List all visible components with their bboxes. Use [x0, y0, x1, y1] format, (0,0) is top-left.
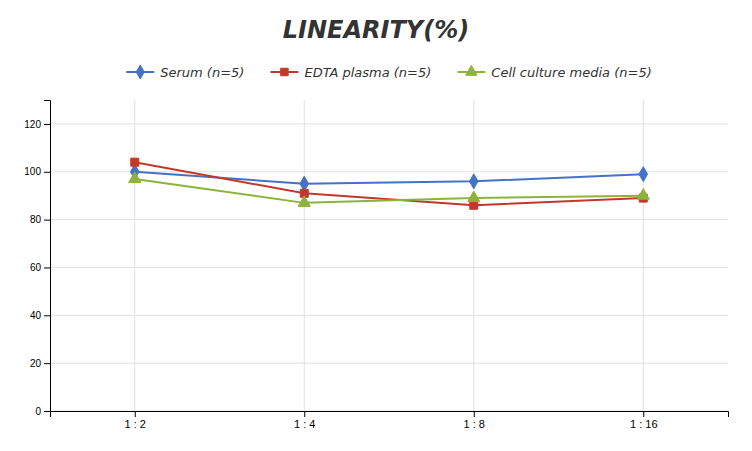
y-tick: 40: [30, 310, 50, 321]
x-tick-mark: [643, 411, 644, 417]
chart-svg: LINEARITY(%)0204060801001201 : 21 : 41 :…: [0, 0, 752, 451]
series: [129, 172, 650, 206]
x-tick: 1 : 4: [294, 411, 315, 430]
y-tick-label: 120: [24, 119, 41, 130]
chart-container: LINEARITY(%)0204060801001201 : 21 : 41 :…: [0, 0, 752, 451]
x-tick-label: 1 : 4: [294, 418, 315, 430]
x-tick-mark: [474, 411, 475, 417]
grid-line: [50, 267, 728, 268]
y-tick-label: 0: [35, 406, 41, 417]
grid-line: [50, 219, 728, 220]
y-tick-mark: [44, 363, 50, 364]
y-tick: 80: [30, 214, 50, 225]
y-tick: 0: [35, 406, 50, 417]
x-tick-mark: [135, 411, 136, 417]
point-marker: [469, 174, 478, 189]
grid-line: [643, 100, 644, 411]
grid-line: [50, 123, 728, 124]
point-marker: [298, 196, 310, 207]
point-marker: [129, 172, 141, 183]
legend-label: Serum (n=5): [160, 65, 244, 80]
y-tick-mark: [44, 124, 50, 125]
marks: [129, 158, 650, 209]
legend-swatch-marker: [281, 68, 288, 75]
x-tick: 1 : 8: [464, 411, 485, 430]
y-tick-mark: [44, 172, 50, 173]
y-tick-mark: [44, 315, 50, 316]
point-marker: [637, 189, 649, 200]
y-tick-mark: [44, 411, 50, 412]
y-tick-label: 60: [30, 262, 42, 273]
grid-line: [473, 100, 474, 411]
series-line: [135, 179, 644, 203]
legend-item: Serum (n=5): [126, 65, 244, 80]
y-axis: 0 20 40 60 80 100 120: [24, 101, 50, 417]
y-tick-label: 80: [30, 214, 42, 225]
y-tick: 100: [24, 166, 50, 177]
grid-line: [134, 100, 135, 411]
point-marker: [468, 191, 480, 202]
y-tick: 20: [30, 358, 50, 369]
x-tick: 1 : 16: [630, 411, 658, 430]
x-tick-label: 1 : 16: [630, 418, 658, 430]
point-marker: [470, 201, 478, 209]
legend-item: EDTA plasma (n=5): [270, 65, 431, 80]
point-marker: [131, 158, 139, 166]
y-tick-label: 20: [30, 358, 42, 369]
grid-line: [304, 100, 305, 411]
series: [130, 164, 647, 191]
y-axis-line: [44, 101, 51, 412]
y-tick-label: 100: [24, 166, 41, 177]
x-tick: 1 : 2: [125, 411, 146, 430]
y-tick: 60: [30, 262, 50, 273]
grid-line: [50, 315, 728, 316]
legend-label: Cell culture media (n=5): [491, 65, 651, 80]
x-axis-line: [51, 412, 729, 418]
plot-area: 0 20 40 60 80 100 120 1 : 2 1 : 4 1 : 8 1 : 16: [24, 100, 728, 430]
legend-swatch-marker: [466, 65, 477, 75]
x-tick-label: 1 : 8: [464, 418, 485, 430]
series-line: [135, 162, 644, 205]
legend-item: Cell culture media (n=5): [457, 65, 651, 80]
y-tick-mark: [44, 267, 50, 268]
chart-title: LINEARITY(%): [283, 16, 469, 44]
x-axis: 1 : 2 1 : 4 1 : 8 1 : 16: [51, 411, 729, 430]
grid: [50, 100, 728, 411]
x-tick-mark: [304, 411, 305, 417]
legend-label: EDTA plasma (n=5): [304, 65, 431, 80]
y-tick-mark: [44, 220, 50, 221]
y-tick-label: 40: [30, 310, 42, 321]
y-tick: 120: [24, 119, 50, 130]
legend: Serum (n=5) EDTA plasma (n=5) Cell culture…: [126, 65, 652, 80]
series: [131, 158, 648, 209]
legend-swatch-marker: [136, 65, 144, 79]
grid-line: [50, 363, 728, 364]
point-marker: [639, 167, 648, 182]
x-tick-label: 1 : 2: [125, 418, 146, 430]
series-line: [135, 172, 644, 184]
